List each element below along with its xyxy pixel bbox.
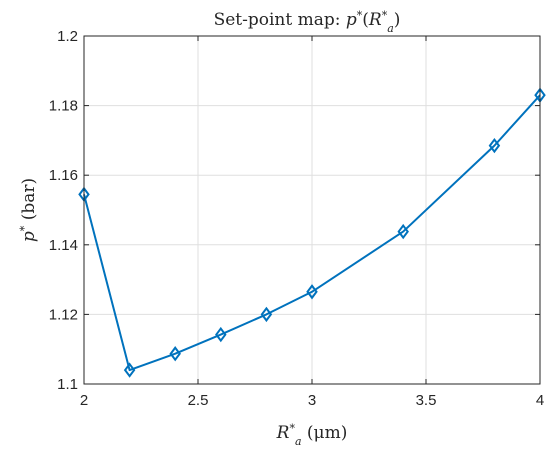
x-tick-label: 2.5	[188, 392, 209, 409]
data-point	[306, 284, 318, 300]
y-tick-label: 1.2	[57, 28, 78, 45]
data-point	[488, 137, 501, 154]
y-tick-label: 1.18	[49, 98, 78, 115]
y-tick-label: 1.12	[49, 306, 78, 323]
x-axis-label: R*a (μm)	[276, 422, 348, 448]
x-tick-label: 3.5	[416, 392, 437, 409]
y-tick-label: 1.16	[49, 167, 78, 184]
data-point	[123, 362, 136, 378]
grid	[84, 36, 540, 384]
data-point	[260, 306, 273, 323]
x-tick-label: 2	[80, 392, 88, 409]
ticks: 2 2.5 3 3.5 4 1.1 1.12 1.14 1.16 1.18 1.2	[49, 28, 544, 409]
data-point	[397, 223, 409, 240]
data-point	[215, 326, 227, 343]
series-layer	[78, 87, 546, 378]
x-tick-label: 3	[308, 392, 316, 409]
y-tick-label: 1.1	[57, 376, 78, 393]
series-line	[83, 94, 541, 372]
y-axis-label: p* (bar)	[18, 178, 40, 242]
y-tick-label: 1.14	[49, 237, 78, 254]
data-point	[169, 346, 181, 362]
chart-title: Set-point map: p*(R*a)	[214, 9, 401, 35]
x-tick-label: 4	[536, 392, 544, 409]
